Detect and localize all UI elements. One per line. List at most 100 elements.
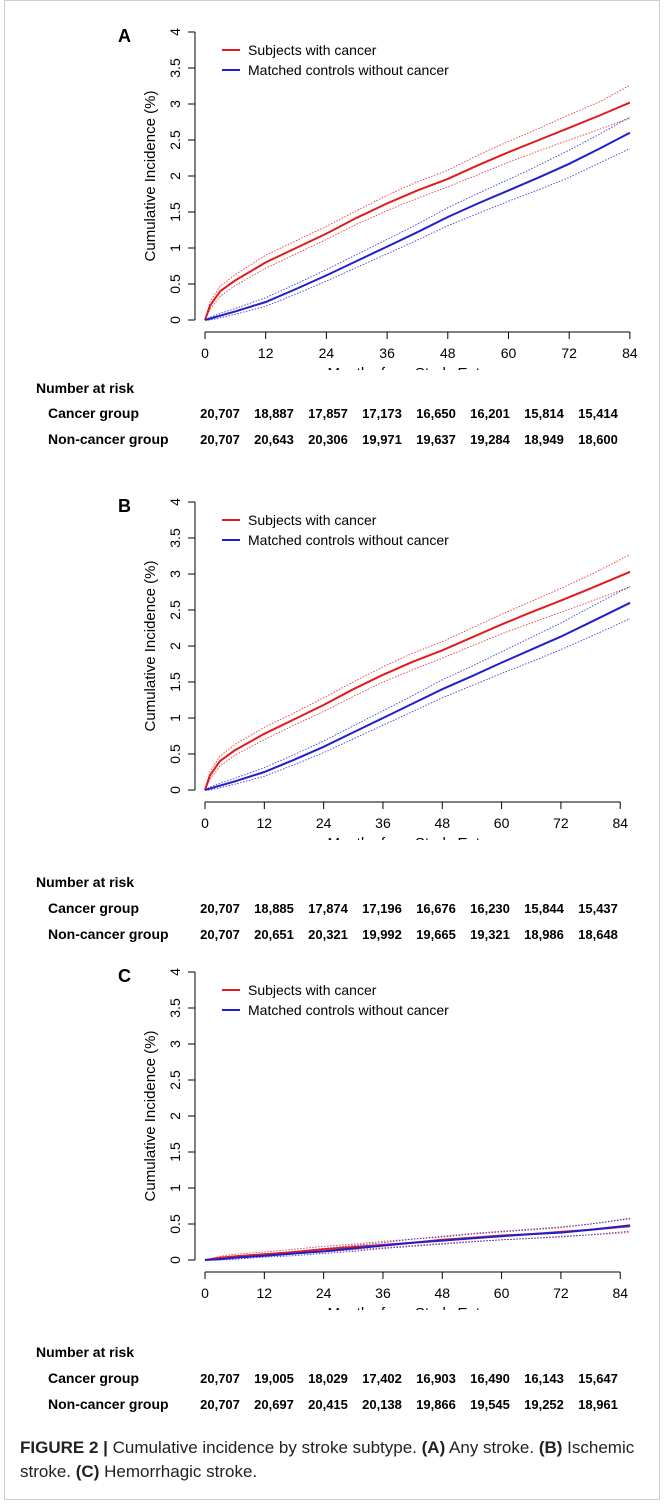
x-tick-label: 12 [257,1285,273,1301]
risk-cell: 18,885 [254,901,294,916]
figure-caption: FIGURE 2 | Cumulative incidence by strok… [20,1436,650,1484]
y-tick-label: 1.5 [167,672,183,692]
chart-panel-b: B 0 0.5 1 1.5 2 2.5 3 3.5 4 Cumulative Incidence (… [0,470,667,942]
x-tick-label: 48 [434,815,450,831]
y-tick-label: 0 [167,786,183,794]
y-tick-label: 2.5 [167,130,183,150]
risk-cell: 16,143 [524,1371,564,1386]
risk-cell: 20,321 [308,927,348,942]
series-control-line [204,131,631,321]
risk-row-label: Non-cancer group [48,1396,169,1412]
y-tick-label: 3 [167,1040,183,1048]
x-tick-label: 36 [379,345,395,361]
x-tick-label: 12 [257,815,273,831]
risk-row-label: Non-cancer group [48,431,169,447]
risk-cell: 20,707 [200,432,240,447]
risk-row-label: Non-cancer group [48,926,169,942]
risk-table-title: Number at risk [36,874,135,890]
risk-cell: 17,196 [362,901,402,916]
x-tick-label: 60 [494,815,510,831]
risk-cell: 20,697 [254,1397,294,1412]
panel-label: B [118,496,131,516]
risk-cell: 15,844 [524,901,564,916]
series-cancer-ci-lower [204,1232,631,1261]
risk-cell: 15,647 [578,1371,618,1386]
risk-cell: 19,545 [470,1397,510,1412]
risk-cell: 18,029 [308,1371,348,1386]
y-tick-label: 4 [167,968,183,976]
risk-cell: 18,986 [524,927,564,942]
x-tick-label: 72 [561,345,577,361]
x-tick-label: 72 [553,1285,569,1301]
chart-panel-c: C 0 0.5 1 1.5 2 2.5 3 3.5 4 Cumulative Incidence (… [0,940,667,1412]
y-axis-label: Cumulative Incidence (%) [142,91,159,262]
y-tick-label: 4 [167,498,183,506]
series-control-line [204,601,631,791]
risk-cell: 19,992 [362,927,402,942]
risk-cell: 18,961 [578,1397,618,1412]
risk-cell: 20,707 [200,927,240,942]
x-tick-label: 0 [201,815,209,831]
risk-row-label: Cancer group [48,405,140,421]
caption-text: Cumulative incidence by stroke subtype. [112,1438,417,1457]
caption-part-c-text: Hemorrhagic stroke. [104,1462,258,1481]
y-tick-label: 2 [167,1112,183,1120]
caption-figure-label: FIGURE 2 | [20,1438,108,1457]
risk-cell: 16,490 [470,1371,510,1386]
risk-cell: 16,903 [416,1371,456,1386]
risk-cell: 18,648 [578,927,618,942]
risk-cell: 15,437 [578,901,618,916]
chart-svg-c: C 0 0.5 1 1.5 2 2.5 3 3.5 4 Cumulative Incidence (… [118,966,631,1310]
y-axis-label: Cumulative Incidence (%) [142,561,159,732]
risk-cell: 17,173 [362,406,402,421]
x-axis-label: Months from Study Entry [327,835,493,840]
risk-cell: 15,814 [524,406,564,421]
y-tick-label: 0 [167,1256,183,1264]
risk-cell: 18,600 [578,432,618,447]
series-cancer-ci-lower [204,117,631,321]
risk-cell: 20,138 [362,1397,402,1412]
y-tick-label: 0.5 [167,744,183,764]
legend-entry: Subjects with cancer [248,42,377,58]
y-tick-label: 2 [167,642,183,650]
series-control-ci-lower [205,1230,631,1261]
legend-entry: Matched controls without cancer [248,1002,449,1018]
x-tick-label: 36 [375,815,391,831]
risk-cell: 20,651 [254,927,294,942]
risk-cell: 17,874 [308,901,348,916]
y-tick-label: 3.5 [167,58,183,78]
risk-cell: 19,321 [470,927,510,942]
x-tick-label: 24 [316,815,332,831]
x-tick-label: 0 [201,345,209,361]
y-axis-label: Cumulative Incidence (%) [142,1031,159,1202]
y-tick-label: 0.5 [167,274,183,294]
series-control-ci-upper [204,116,631,321]
y-tick-label: 3 [167,100,183,108]
risk-cell: 16,676 [416,901,456,916]
y-tick-label: 1 [167,714,183,722]
x-tick-label: 36 [375,1285,391,1301]
x-tick-label: 84 [622,345,638,361]
panel-label: A [118,26,131,46]
x-tick-label: 60 [501,345,517,361]
panel-label: C [118,966,131,986]
risk-cell: 20,707 [200,1371,240,1386]
series-control-ci-upper [204,1217,631,1261]
y-tick-label: 1 [167,244,183,252]
caption-part-b-text: Ischemic stroke. [20,1438,635,1481]
y-tick-label: 0.5 [167,1214,183,1234]
x-tick-label: 24 [316,1285,332,1301]
series-cancer-line [204,570,631,791]
legend-entry: Subjects with cancer [248,982,377,998]
series-cancer-line [204,101,631,321]
series-control-line [204,1224,631,1261]
y-tick-label: 2 [167,172,183,180]
x-axis-label: Months from Study Entry [327,1305,493,1310]
series-control-ci-upper [204,585,631,791]
series-cancer-ci-upper [204,84,631,321]
y-tick-label: 3.5 [167,528,183,548]
y-tick-label: 1 [167,1184,183,1192]
y-tick-label: 4 [167,28,183,36]
caption-part-b-label: (B) [538,1438,563,1457]
legend-entry: Subjects with cancer [248,512,377,528]
